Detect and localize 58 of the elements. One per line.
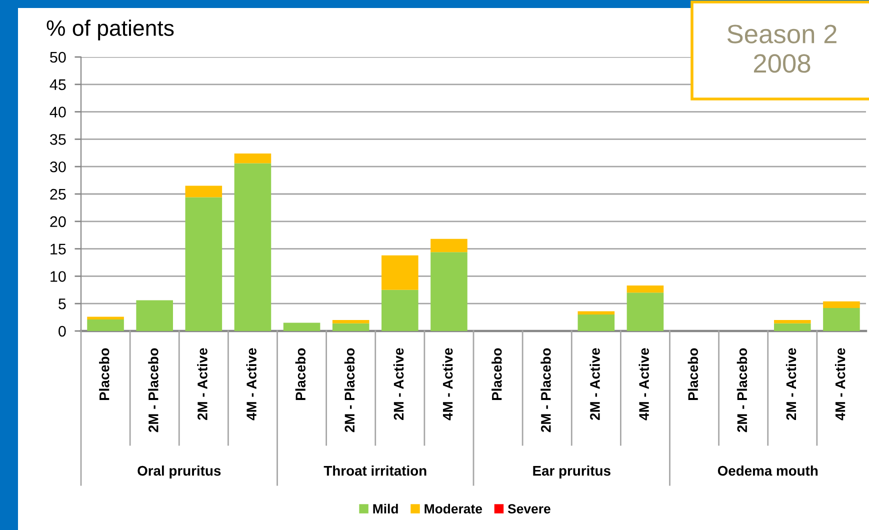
bar [332,323,370,331]
bar [430,252,468,331]
y-tick-label: 35 [50,134,66,145]
x-tick-label: Placebo [295,348,306,400]
x-tick-label: 4M - Active [246,348,256,420]
bar [430,238,468,252]
bar [774,320,811,324]
x-tick-label: 2M - Placebo [148,348,158,432]
x-tick-label: 2M - Active [786,348,796,420]
text: Throat irritation [324,466,426,476]
x-tick-label: 4M - Active [442,348,453,420]
bar [774,323,811,331]
bar [823,301,860,308]
y-tick-label: 40 [50,106,66,118]
x-tick-label: Placebo [688,348,698,400]
x-tick-label: 2M - Active [393,348,404,420]
legend-label: Moderate [424,504,482,514]
bar [185,197,222,331]
bar [578,314,615,331]
y-tick-label: 50 [50,52,66,63]
y-tick-label: 0 [58,326,66,337]
y-tick-label: 25 [50,188,66,200]
bar [626,292,664,331]
bar [283,322,320,331]
x-tick-label: 2M - Placebo [736,348,748,432]
x-tick-label: 4M - Active [638,348,649,420]
y-axis-title: % of patients [46,20,174,40]
y-tick-label: 15 [50,244,66,254]
y-tick-label: 20 [50,216,66,228]
chart-title: Season 2 2008 [727,24,836,73]
bar [136,300,173,331]
bar [382,255,418,290]
text: Oral pruritus [138,466,221,478]
x-tick-label: 2M - Active [197,348,208,420]
x-tick-label: Placebo [99,348,110,400]
bar [87,319,124,331]
bar [87,316,124,320]
x-tick-label: 4M - Active [834,348,846,420]
y-tick-label: 45 [50,79,66,90]
bar [234,163,272,331]
bar [332,320,370,324]
bar [382,290,418,331]
text: Oedema mouth [718,466,818,476]
text: Ear pruritus [533,466,610,478]
bar [823,308,860,331]
y-tick-label: 30 [50,161,66,172]
x-tick-label: 2M - Active [590,348,600,420]
x-tick-label: 2M - Placebo [540,348,551,432]
bar [578,311,615,315]
x-tick-label: 2M - Placebo [344,348,355,432]
y-tick-label: 5 [58,298,66,310]
legend-label: Severe [508,504,550,514]
x-tick-label: Placebo [492,348,502,400]
bar [185,186,222,198]
legend-label: Mild [373,504,398,514]
bar [626,286,664,293]
y-tick-label: 10 [50,271,66,282]
bar [234,153,272,164]
